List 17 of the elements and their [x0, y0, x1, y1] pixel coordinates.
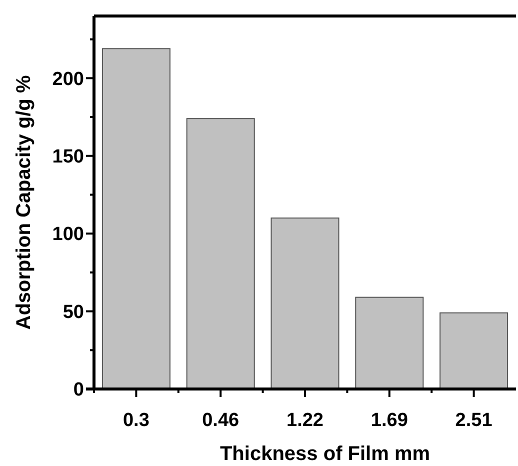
x-tick-label: 1.69: [370, 410, 408, 431]
x-tick-label: 1.22: [286, 410, 324, 431]
bar: [355, 296, 424, 390]
y-tick-label: 0: [73, 380, 84, 401]
y-tick-label: 50: [62, 302, 84, 323]
bar: [102, 48, 170, 390]
bar: [186, 118, 255, 390]
bar: [270, 218, 340, 390]
y-tick-label: 100: [52, 224, 84, 246]
bar: [440, 312, 508, 390]
x-tick-label: 2.51: [455, 410, 493, 431]
y-tick-label: 200: [52, 68, 84, 90]
x-axis-title: Thickness of Film mm: [220, 443, 430, 465]
x-tick-label: 0.46: [202, 410, 240, 431]
y-tick-label: 150: [52, 146, 84, 168]
y-axis-title: Adsorption Capacity g/g %: [13, 75, 35, 330]
x-tick-label: 0.3: [122, 410, 150, 431]
